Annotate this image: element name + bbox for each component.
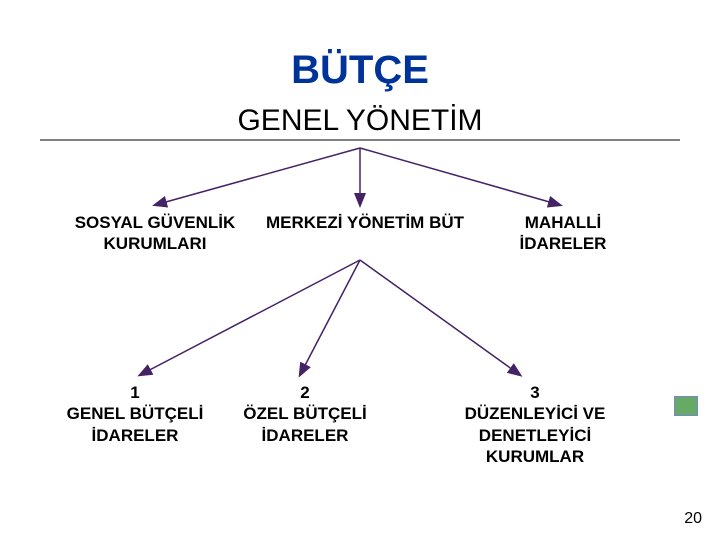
level3-node-1: 2ÖZEL BÜTÇELİİDARELER [243,382,366,446]
level2-node-line: MERKEZİ YÖNETİM BÜT [266,212,464,233]
level2-node-1: MERKEZİ YÖNETİM BÜT [266,212,464,233]
level2-node-2: MAHALLİİDARELER [520,212,607,255]
arrows-to-level2 [155,148,560,205]
level3-node-line: DENETLEYİCİ KURUMLAR [443,425,628,468]
level3-node-line: İDARELER [67,425,204,446]
level2-node-line: MAHALLİ [520,212,607,233]
level3-node-number: 3 [443,382,628,403]
level2-node-0: SOSYAL GÜVENLİKKURUMLARI [75,212,236,255]
level3-node-line: GENEL BÜTÇELİ [67,403,204,424]
level3-node-line: İDARELER [243,425,366,446]
arrows-to-level3 [140,260,520,375]
level3-node-2: 3DÜZENLEYİCİ VEDENETLEYİCİ KURUMLAR [443,382,628,467]
level2-node-line: İDARELER [520,233,607,254]
level3-node-number: 1 [67,382,204,403]
level2-node-line: SOSYAL GÜVENLİK [75,212,236,233]
page-number: 20 [684,510,702,528]
level3-node-line: DÜZENLEYİCİ VE [443,403,628,424]
level3-node-line: ÖZEL BÜTÇELİ [243,403,366,424]
level2-node-line: KURUMLARI [75,233,236,254]
diagram-subtitle: GENEL YÖNETİM [237,104,482,138]
diagram-title: BÜTÇE [291,48,429,93]
level3-node-number: 2 [243,382,366,403]
accent-box [674,396,698,416]
level3-node-0: 1GENEL BÜTÇELİİDARELER [67,382,204,446]
